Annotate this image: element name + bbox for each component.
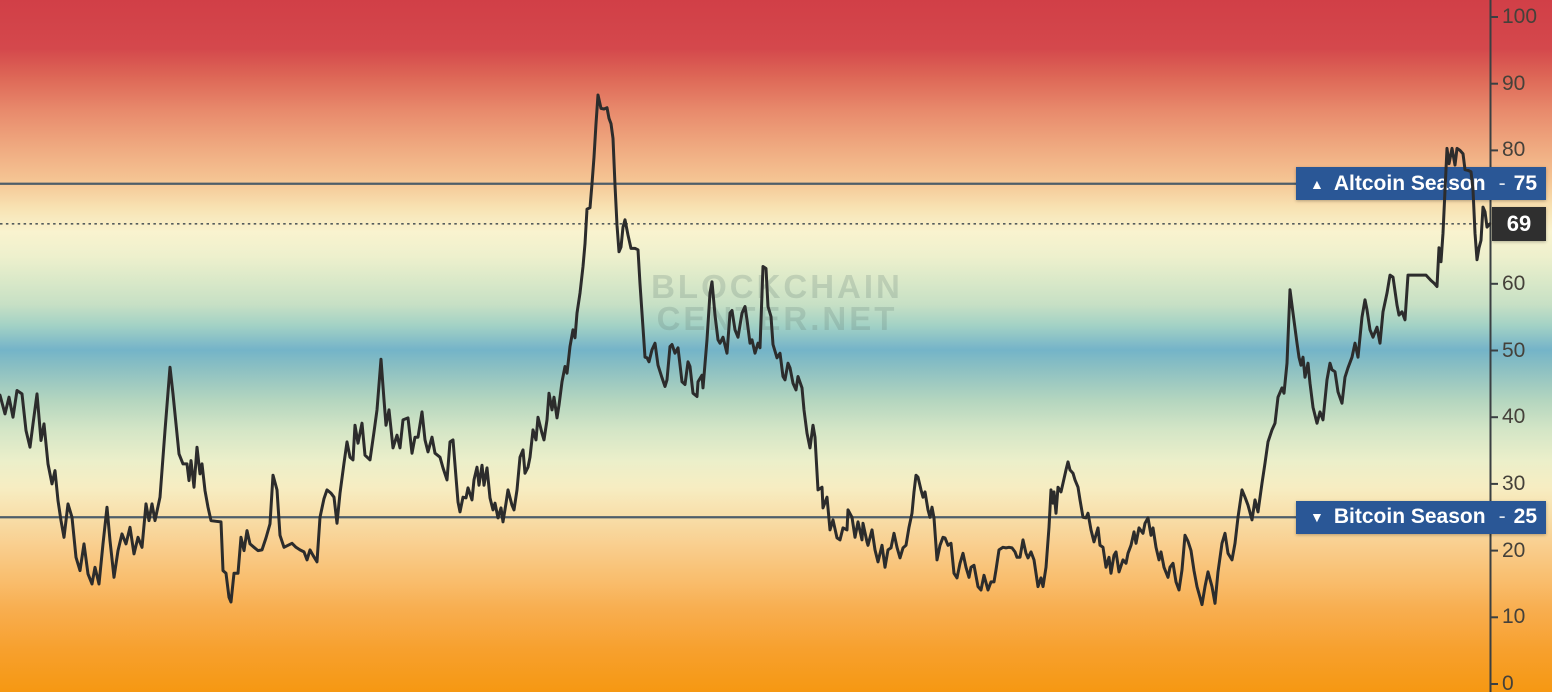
watermark-line2: CENTER.NET	[656, 300, 898, 337]
y-tick-label: 60	[1502, 271, 1526, 295]
bitcoin-season-label: Bitcoin Season	[1333, 505, 1486, 529]
index-line	[0, 93, 1492, 607]
separator-dash: -	[1498, 171, 1506, 195]
bitcoin-threshold-value: 25	[1513, 505, 1537, 529]
up-triangle-icon: ▲	[1310, 175, 1324, 192]
separator-dash: -	[1498, 505, 1506, 529]
y-tick-label: 10	[1502, 605, 1526, 629]
down-triangle-icon: ▼	[1310, 509, 1324, 526]
y-tick-label: 20	[1502, 538, 1526, 562]
current-value: 69	[1506, 210, 1532, 236]
y-tick-label: 50	[1502, 338, 1526, 362]
y-tick-label: 0	[1502, 672, 1514, 692]
current-value-badge: 69	[1492, 206, 1546, 241]
y-tick-label: 40	[1502, 405, 1526, 429]
y-tick-label: 30	[1502, 471, 1526, 495]
watermark: BLOCKCHAIN CENTER.NET	[562, 268, 992, 337]
y-tick-label: 80	[1502, 138, 1526, 162]
altcoin-season-label: Altcoin Season	[1333, 171, 1486, 195]
watermark-line1: BLOCKCHAIN	[651, 268, 903, 305]
bitcoin-season-badge: ▼ Bitcoin Season - 25	[1296, 500, 1546, 534]
altcoin-threshold-value: 75	[1513, 171, 1537, 195]
y-tick-label: 90	[1502, 71, 1526, 95]
y-tick-label: 100	[1502, 5, 1538, 28]
altcoin-season-badge: ▲ Altcoin Season - 75	[1296, 167, 1546, 201]
